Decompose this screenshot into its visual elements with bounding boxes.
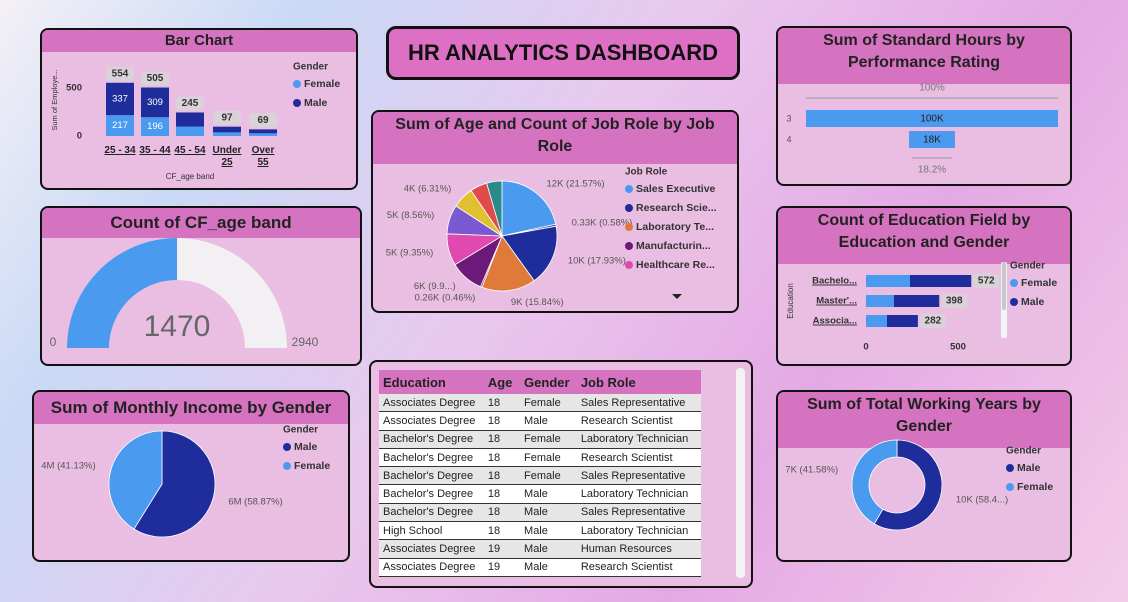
table-cell: Bachelor's Degree (379, 503, 484, 523)
table-cell: Research Scientist (576, 448, 701, 468)
chart-panel: Count of Education Field by Education an… (776, 206, 1072, 366)
table-row[interactable]: Bachelor's Degree 18 Male Sales Representat… (379, 503, 701, 523)
x-tick-label: 25 - 34 (104, 145, 136, 156)
chart-title: Sum of Standard Hours by Performance Rat… (778, 28, 1070, 84)
table-cell: Male (520, 411, 577, 431)
table-cell: Male (520, 521, 577, 541)
chart-title: Count of Education Field by Education an… (778, 208, 1070, 264)
table-cell: Associates Degree (379, 394, 484, 413)
title-panel: HR ANALYTICS DASHBOARD (386, 26, 740, 80)
table-row[interactable]: Associates Degree 18 Male Research Scientis… (379, 411, 701, 431)
table-cell: Human Resources (576, 539, 701, 559)
table-row[interactable]: Bachelor's Degree 18 Female Laboratory Tech… (379, 430, 701, 449)
table-cell: 18 (483, 394, 521, 413)
table-cell: 18 (483, 466, 521, 486)
table-row[interactable]: Bachelor's Degree 18 Female Research Scient… (379, 448, 701, 468)
data-table: Education Age Gender Job Role Associates Deg… (379, 370, 701, 577)
table-cell: Associates Degree (379, 539, 484, 559)
table-cell: Male (520, 558, 577, 577)
table-cell: 18 (483, 484, 521, 504)
table-cell: Sales Representative (576, 503, 701, 523)
chart-title: Sum of Age and Count of Job Role by Job … (373, 112, 737, 164)
chart-title: Sum of Monthly Income by Gender (34, 392, 348, 424)
table-cell: Laboratory Technician (576, 430, 701, 449)
table-cell: Male (520, 539, 577, 559)
table-row[interactable]: Bachelor's Degree 18 Male Laboratory Techni… (379, 484, 701, 504)
table-cell: 18 (483, 503, 521, 523)
table-row[interactable]: Associates Degree 19 Male Research Scientis… (379, 558, 701, 577)
dashboard-title: HR ANALYTICS DASHBOARD (407, 40, 719, 65)
table-row[interactable]: Associates Degree 19 Male Human Resources (379, 539, 701, 559)
table-cell: Laboratory Technician (576, 484, 701, 504)
x-tick-label: 35 - 44 (139, 145, 171, 156)
chart-panel: Sum of Age and Count of Job Role by Job … (371, 110, 739, 313)
table-cell: Female (520, 466, 577, 486)
x-tick-label: 45 - 54 (174, 145, 206, 156)
table-cell: Female (520, 430, 577, 449)
table-cell: High School (379, 521, 484, 541)
chart-panel: Sum of Monthly Income by Gender (32, 390, 350, 562)
table-cell: Sales Representative (576, 466, 701, 486)
table-row[interactable]: Bachelor's Degree 18 Female Sales Represent… (379, 466, 701, 486)
chart-panel: Count of CF_age band (40, 206, 362, 366)
table-cell: Associates Degree (379, 411, 484, 431)
table-cell: Laboratory Technician (576, 521, 701, 541)
chart-title: Bar Chart (42, 30, 356, 52)
table-cell: Bachelor's Degree (379, 430, 484, 449)
table-cell: 18 (483, 448, 521, 468)
table-cell: Bachelor's Degree (379, 466, 484, 486)
x-tick-label: Over 55 (251, 145, 275, 168)
chart-panel: Sum of Standard Hours by Performance Rat… (776, 26, 1072, 186)
table-cell: Bachelor's Degree (379, 448, 484, 468)
chart-panel: Bar Chart (40, 28, 358, 190)
table-cell: Male (520, 503, 577, 523)
table-scrollbar (736, 368, 745, 578)
table-cell: Male (520, 484, 577, 504)
table-cell: Sales Representative (576, 394, 701, 413)
column-header[interactable]: Age (483, 370, 521, 394)
table-row[interactable]: Associates Degree 18 Female Sales Represent… (379, 394, 701, 413)
table-cell: 19 (483, 558, 521, 577)
chart-panel: Sum of Total Working Years by Gender (776, 390, 1072, 562)
table-row[interactable]: High School 18 Male Laboratory Technician (379, 521, 701, 541)
column-header[interactable]: Job Role (576, 370, 701, 394)
table-cell: 18 (483, 430, 521, 449)
table-cell: 18 (483, 521, 521, 541)
chart-title: Sum of Total Working Years by Gender (778, 392, 1070, 448)
column-header[interactable]: Gender (520, 370, 577, 394)
table-cell: Research Scientist (576, 411, 701, 431)
table-cell: 18 (483, 411, 521, 431)
x-tick-label: Under 25 (212, 145, 242, 168)
table-cell: Research Scientist (576, 558, 701, 577)
table-cell: Female (520, 394, 577, 413)
chart-title: Count of CF_age band (42, 208, 360, 238)
column-header[interactable]: Education (379, 370, 484, 394)
table-cell: Associates Degree (379, 558, 484, 577)
table-cell: Female (520, 448, 577, 468)
table-cell: Bachelor's Degree (379, 484, 484, 504)
table-cell: 19 (483, 539, 521, 559)
